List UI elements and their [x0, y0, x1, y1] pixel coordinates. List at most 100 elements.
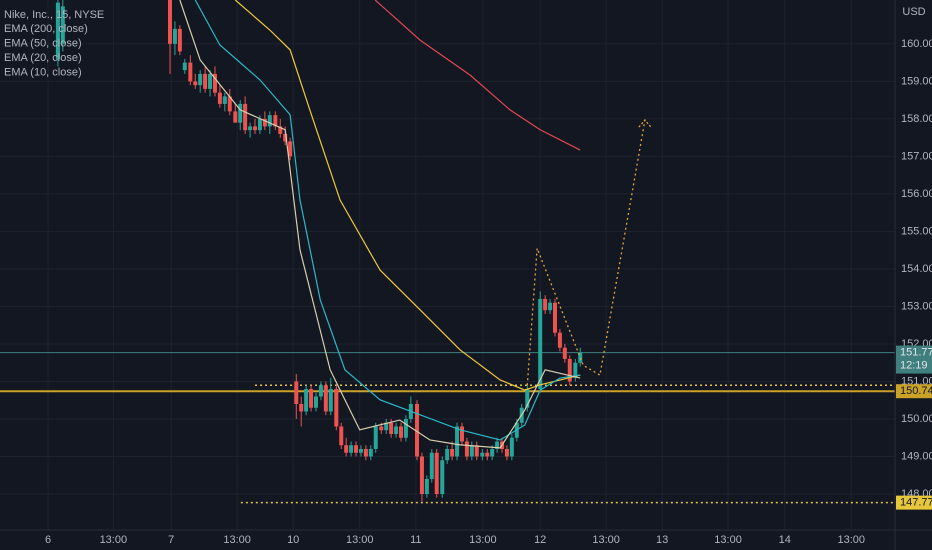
candle-body: [543, 298, 548, 311]
plot-area: [0, 0, 895, 504]
candle-body: [262, 118, 267, 127]
candle-body: [233, 111, 238, 123]
ema-line: [234, 0, 581, 391]
candle-body: [419, 456, 424, 494]
candle-body: [509, 437, 514, 457]
candle-body: [212, 73, 217, 93]
candle-body: [440, 460, 445, 494]
candle-body: [562, 347, 567, 359]
candle-body: [373, 426, 378, 449]
candle-body: [198, 73, 203, 86]
ema-line: [179, 0, 581, 449]
level-tag-label: 147.77: [900, 497, 932, 509]
candle-body: [525, 388, 530, 408]
x-tick-label: 14: [779, 534, 791, 546]
candle-body: [424, 478, 429, 494]
candle-body: [403, 418, 408, 438]
axes: 148.00149.00150.00151.00152.00153.00154.…: [45, 38, 932, 546]
candle-body: [434, 452, 439, 494]
candle-body: [208, 73, 213, 89]
y-tick-label: 153.00: [901, 300, 932, 312]
y-tick-label: 150.00: [901, 413, 932, 425]
candle-body: [222, 96, 227, 104]
legend-entry: EMA (200, close): [4, 23, 88, 35]
candle-body: [283, 133, 288, 142]
candle-body: [459, 426, 464, 442]
level-tag: [896, 384, 932, 399]
last-price-tag: [896, 345, 932, 374]
candle-body: [243, 103, 248, 131]
candle-body: [573, 362, 578, 378]
candle-body: [288, 141, 293, 157]
candle-body: [538, 298, 543, 389]
x-tick-label: 13:00: [592, 534, 620, 546]
last-price-label: 151.77: [900, 346, 932, 358]
candle-body: [455, 426, 460, 457]
candle-body: [504, 448, 509, 457]
candle-body: [323, 385, 328, 412]
candle-body: [328, 388, 333, 412]
x-tick-label: 6: [45, 534, 51, 546]
candle-body: [480, 452, 485, 457]
y-tick-label: 158.00: [901, 113, 932, 125]
legend: Nike, Inc., 15, NYSE EMA (200, close) EMA…: [4, 9, 104, 79]
x-tick-label: 11: [410, 534, 421, 546]
candle-body: [368, 448, 373, 457]
ema-line: [194, 0, 581, 441]
candle-body: [203, 73, 208, 89]
candle-body: [168, 0, 173, 44]
candle-body: [253, 126, 258, 131]
candle-body: [217, 92, 222, 104]
candle-body: [469, 445, 474, 457]
x-tick-label: 7: [168, 534, 174, 546]
candle-body: [313, 396, 318, 408]
currency-label: USD: [902, 6, 925, 18]
candle-body: [415, 403, 420, 457]
candle-body: [278, 126, 283, 134]
y-tick-label: 155.00: [901, 225, 932, 237]
candle-body: [294, 381, 299, 404]
candle-body: [552, 302, 557, 333]
x-tick-label: 13:00: [346, 534, 374, 546]
candle-body: [172, 28, 177, 44]
candle-body: [257, 118, 262, 131]
candle-body: [548, 302, 553, 311]
candle-body: [445, 448, 450, 461]
candle-body: [578, 352, 583, 363]
level-tag: [896, 495, 932, 510]
candle-body: [495, 441, 500, 449]
candle-body: [339, 426, 344, 446]
candle-body: [358, 448, 363, 453]
candle-body: [349, 445, 354, 453]
candle-body: [379, 426, 384, 431]
candle-body: [344, 445, 349, 453]
candle-body: [193, 81, 198, 86]
x-tick-label: 12: [534, 534, 546, 546]
candle-body: [267, 115, 272, 127]
candle-body: [464, 441, 469, 457]
candle-body: [60, 6, 65, 44]
x-tick-label: 13: [656, 534, 668, 546]
x-tick-label: 13:00: [100, 534, 128, 546]
candle-body: [188, 62, 193, 82]
x-tick-label: 13:00: [469, 534, 497, 546]
candle-body: [429, 452, 434, 479]
candle-body: [227, 96, 232, 112]
countdown-label: 12:19: [900, 359, 928, 371]
projection-path: [526, 119, 646, 386]
x-tick-label: 13:00: [838, 534, 866, 546]
candle-body: [55, 2, 60, 59]
candle-body: [334, 388, 339, 427]
y-tick-label: 156.00: [901, 188, 932, 200]
candle-body: [177, 28, 182, 52]
candle-body: [389, 422, 394, 434]
x-tick-label: 13:00: [714, 534, 742, 546]
candle-body: [398, 426, 403, 438]
legend-entry: EMA (10, close): [4, 66, 82, 78]
y-tick-label: 154.00: [901, 263, 932, 275]
candle-body: [567, 358, 572, 382]
y-tick-label: 160.00: [901, 38, 932, 50]
x-tick-label: 13:00: [223, 534, 251, 546]
